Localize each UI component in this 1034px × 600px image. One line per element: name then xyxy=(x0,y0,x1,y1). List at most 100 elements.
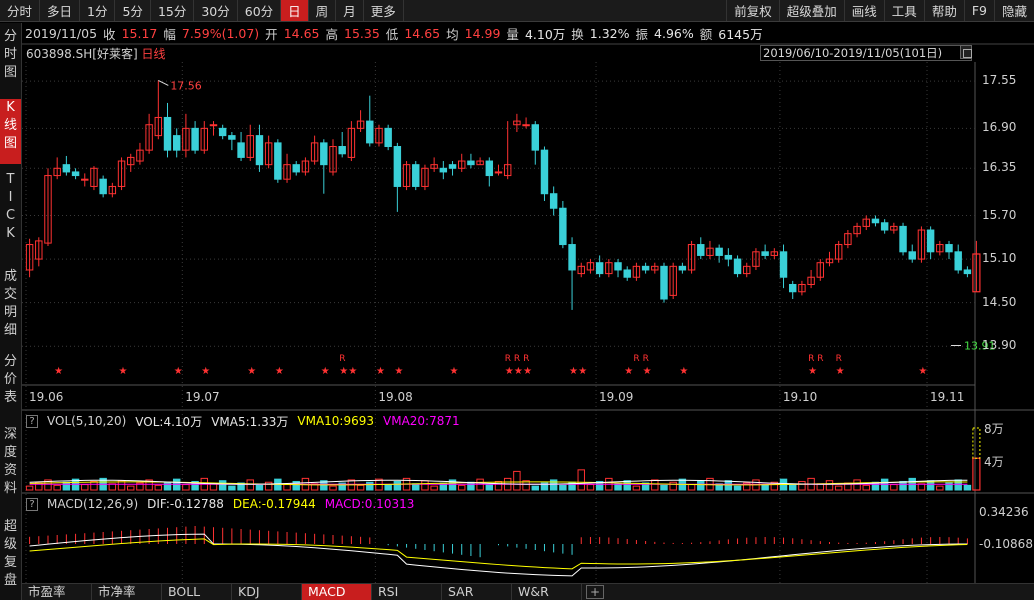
indicator-tab[interactable]: W&R xyxy=(512,584,582,600)
candle-body xyxy=(53,167,61,177)
period-tab[interactable]: 日 xyxy=(281,0,309,21)
candle-body xyxy=(503,164,512,177)
event-r-marker: R xyxy=(836,354,842,364)
side-nav-item[interactable]: 超级复盘 xyxy=(3,519,17,588)
candle-body xyxy=(35,240,43,260)
date-axis-label: 19.08 xyxy=(378,390,413,404)
event-star: ★ xyxy=(119,366,128,377)
volume-bar xyxy=(154,484,163,491)
period-tab[interactable]: 30分 xyxy=(194,0,238,21)
period-tab[interactable]: 分时 xyxy=(0,0,41,21)
amount-label: 额 xyxy=(699,26,713,42)
indicator-tab[interactable]: 市盈率 xyxy=(22,584,92,600)
side-nav-item[interactable]: 成交明细 xyxy=(3,269,17,338)
candle-body xyxy=(733,258,742,275)
candle-body xyxy=(743,265,751,275)
indicator-tab[interactable]: MACD xyxy=(302,584,372,600)
volume-bar xyxy=(44,479,52,491)
event-star: ★ xyxy=(578,366,587,377)
volume-bar xyxy=(448,479,457,491)
event-star: ★ xyxy=(275,366,284,377)
period-tab[interactable]: 周 xyxy=(309,0,337,21)
candle-body xyxy=(917,229,926,260)
tool-button[interactable]: 超级叠加 xyxy=(778,0,844,21)
date-range-display[interactable]: 2019/06/10-2019/11/05(101日) xyxy=(760,45,972,61)
period-tab[interactable]: 5分 xyxy=(115,0,151,21)
tool-button[interactable]: F9 xyxy=(963,0,994,21)
event-r-marker: R xyxy=(514,354,520,364)
vol-axis-label: 4万 xyxy=(984,455,1004,469)
candle-body xyxy=(788,283,797,293)
event-r-marker: R xyxy=(643,354,649,364)
help-icon[interactable]: ? xyxy=(26,497,38,511)
volume-bar xyxy=(182,484,190,491)
candle-body xyxy=(209,124,218,127)
volume-bar xyxy=(862,484,870,491)
vma20-value: VMA20:7871 xyxy=(383,414,460,428)
period-tab[interactable]: 月 xyxy=(336,0,364,21)
tool-button[interactable]: 工具 xyxy=(883,0,924,21)
volume-bar xyxy=(430,485,438,491)
candle-body xyxy=(770,251,779,256)
candle-body xyxy=(862,218,870,227)
candle-body xyxy=(62,164,71,173)
period-tab[interactable]: 60分 xyxy=(238,0,282,21)
candle-body xyxy=(301,160,310,173)
side-nav-item[interactable]: 分价表 xyxy=(3,354,17,405)
volume-bar xyxy=(540,482,549,491)
help-icon[interactable]: ? xyxy=(26,414,38,428)
candle-body xyxy=(402,164,411,187)
price-axis-label: 15.70 xyxy=(982,207,1017,222)
candle-body xyxy=(595,262,604,275)
period-tab[interactable]: 更多 xyxy=(364,0,404,21)
volume-bar xyxy=(81,484,89,491)
volume-bar xyxy=(163,481,172,491)
volume-bar xyxy=(246,479,254,491)
open-label: 开 xyxy=(265,26,278,42)
tool-button[interactable]: 前复权 xyxy=(726,0,779,21)
volume-bar-dash xyxy=(972,427,981,459)
indicator-tab[interactable]: SAR xyxy=(442,584,512,600)
event-r-marker: R xyxy=(633,354,639,364)
tool-button[interactable]: 画线 xyxy=(843,0,884,21)
candle-body xyxy=(375,127,383,144)
event-star: ★ xyxy=(569,366,578,377)
volume-bar xyxy=(945,482,953,491)
volume-bar xyxy=(127,485,135,491)
volume-bar xyxy=(421,480,429,491)
settings-icon[interactable] xyxy=(960,45,972,59)
volume-bar xyxy=(770,481,779,491)
indicator-tab[interactable]: RSI xyxy=(372,584,442,600)
candle-body xyxy=(494,171,503,174)
volume-bar xyxy=(412,483,420,491)
candle-body xyxy=(356,120,365,129)
period-tab[interactable]: 1分 xyxy=(80,0,116,21)
candle-body xyxy=(384,127,392,148)
tool-button[interactable]: 帮助 xyxy=(923,0,964,21)
stock-code: 603898.SH xyxy=(26,47,93,61)
side-nav-item[interactable]: 分时图 xyxy=(3,29,17,80)
candle-body xyxy=(136,149,144,162)
volume-bar xyxy=(641,482,650,491)
indicator-tab[interactable]: KDJ xyxy=(232,584,302,600)
event-star: ★ xyxy=(376,366,385,377)
vol-legend: ? VOL(5,10,20) VOL:4.10万 VMA5:1.33万 VMA1… xyxy=(22,413,460,429)
candle-body xyxy=(540,149,549,195)
candle-body xyxy=(779,251,788,278)
add-tab-button[interactable]: + xyxy=(586,585,604,599)
candle-body xyxy=(834,244,843,260)
tool-button[interactable]: 隐藏 xyxy=(993,0,1034,21)
volume-bar xyxy=(936,485,944,491)
volume-bar xyxy=(577,469,585,491)
period-tab[interactable]: 15分 xyxy=(151,0,195,21)
period-tab[interactable]: 多日 xyxy=(40,0,81,21)
indicator-tab[interactable]: BOLL xyxy=(162,584,232,600)
indicator-tab[interactable]: 市净率 xyxy=(92,584,162,600)
candle-body xyxy=(577,265,585,275)
side-nav-item[interactable]: 深度资料 xyxy=(3,427,17,496)
event-star: ★ xyxy=(321,366,330,377)
